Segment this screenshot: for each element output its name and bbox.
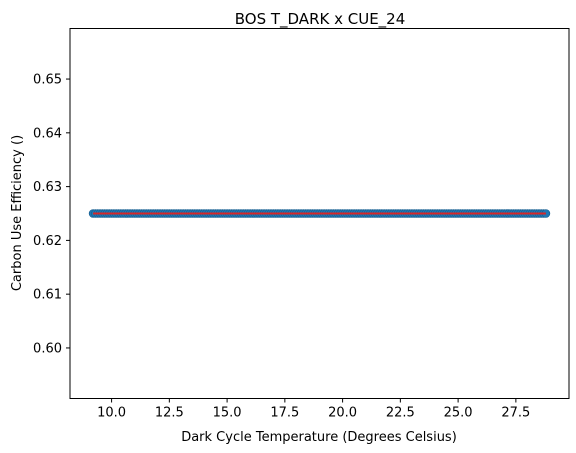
y-axis-label: Carbon Use Efficiency (): [10, 135, 25, 291]
x-tick-label: 17.5: [270, 406, 299, 421]
x-tick-label: 10.0: [97, 406, 126, 421]
plot-marks: [88, 209, 551, 218]
plot-frame: [69, 28, 570, 399]
y-tick-label: 0.63: [33, 180, 62, 195]
x-axis-ticks: 10.0 12.5 15.0 17.5 20.0 22.5 25.0 27.5: [97, 398, 530, 421]
x-tick-label: 25.0: [444, 406, 473, 421]
x-tick-label: 12.5: [155, 406, 184, 421]
y-tick-label: 0.65: [33, 73, 62, 88]
x-axis-label: Dark Cycle Temperature (Degrees Celsius): [181, 430, 457, 445]
chart-title: BOS T_DARK x CUE_24: [235, 10, 406, 29]
x-tick-label: 27.5: [501, 406, 530, 421]
y-tick-label: 0.60: [33, 341, 62, 356]
x-tick-label: 15.0: [213, 406, 242, 421]
y-axis-ticks: 0.60 0.61 0.62 0.63 0.64 0.65: [33, 73, 70, 356]
y-tick-label: 0.61: [33, 288, 62, 303]
y-tick-label: 0.62: [33, 234, 62, 249]
x-tick-label: 22.5: [386, 406, 415, 421]
y-tick-label: 0.64: [33, 126, 62, 141]
x-tick-label: 20.0: [328, 406, 357, 421]
